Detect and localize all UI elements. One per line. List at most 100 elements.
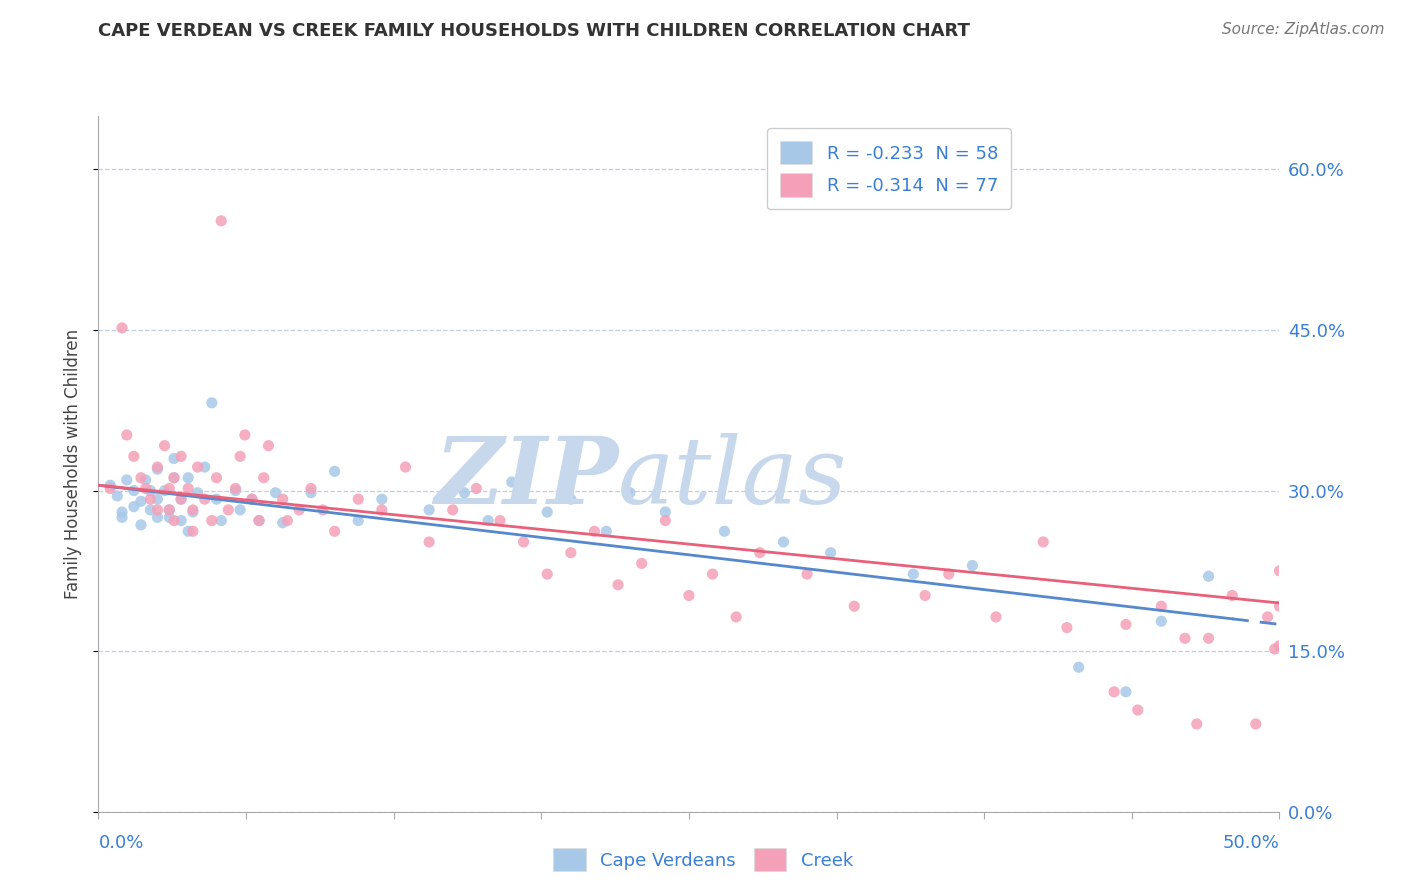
Point [501,475,523,489]
Point [253,471,276,485]
Point [725,610,748,624]
Point [453,485,475,500]
Point [209,514,232,528]
Point [163,451,186,466]
Point [146,462,169,476]
Point [153,483,176,498]
Point [1150,614,1173,628]
Point [441,503,464,517]
Point [512,535,534,549]
Legend: Cape Verdeans, Creek: Cape Verdeans, Creek [546,841,860,879]
Point [323,524,346,539]
Point [630,557,652,571]
Point [229,503,252,517]
Point [157,482,180,496]
Point [153,439,176,453]
Point [139,483,162,498]
Point [201,396,224,410]
Point [271,492,294,507]
Point [1198,632,1220,646]
Point [371,503,394,517]
Point [115,428,138,442]
Point [247,514,270,528]
Point [163,471,186,485]
Point [129,517,152,532]
Point [177,482,200,496]
Point [181,503,204,517]
Point [938,567,960,582]
Point [772,535,794,549]
Point [135,473,157,487]
Point [748,546,770,560]
Text: atlas: atlas [619,433,848,523]
Point [170,514,193,528]
Point [111,505,134,519]
Point [276,514,298,528]
Point [1056,621,1078,635]
Point [229,450,252,464]
Point [139,503,162,517]
Text: ZIP: ZIP [434,433,619,523]
Point [1102,685,1125,699]
Point [1067,660,1090,674]
Point [1126,703,1149,717]
Point [1244,717,1267,731]
Point [1220,589,1243,603]
Point [299,482,322,496]
Point [240,492,263,507]
Point [1268,639,1291,653]
Point [157,510,180,524]
Point [194,492,217,507]
Point [209,214,232,228]
Text: CAPE VERDEAN VS CREEK FAMILY HOUSEHOLDS WITH CHILDREN CORRELATION CHART: CAPE VERDEAN VS CREEK FAMILY HOUSEHOLDS … [98,22,970,40]
Point [122,500,145,514]
Point [595,524,617,539]
Point [264,485,287,500]
Point [139,492,162,507]
Point [187,485,209,500]
Point [713,524,735,539]
Point [984,610,1007,624]
Text: 0.0%: 0.0% [98,834,143,852]
Point [560,546,582,560]
Point [1257,610,1279,624]
Point [914,589,936,603]
Point [702,567,724,582]
Point [129,494,152,508]
Text: 50.0%: 50.0% [1223,834,1279,852]
Point [536,567,558,582]
Point [489,514,512,528]
Point [607,578,630,592]
Point [98,478,121,492]
Point [224,483,246,498]
Point [312,503,335,517]
Point [170,492,193,507]
Point [1174,632,1197,646]
Point [115,473,138,487]
Point [583,524,606,539]
Point [146,492,169,507]
Point [1264,642,1286,657]
Point [1185,717,1208,731]
Point [477,514,499,528]
Point [163,514,186,528]
Point [820,546,842,560]
Point [1268,599,1291,614]
Point [418,535,440,549]
Point [201,514,224,528]
Point [1198,569,1220,583]
Point [157,503,180,517]
Point [157,503,180,517]
Y-axis label: Family Households with Children: Family Households with Children [65,329,83,599]
Point [536,505,558,519]
Point [217,503,239,517]
Point [619,485,641,500]
Point [122,483,145,498]
Point [271,516,294,530]
Point [418,503,440,517]
Point [1150,599,1173,614]
Point [288,503,311,517]
Point [1115,617,1137,632]
Point [678,589,700,603]
Point [465,482,488,496]
